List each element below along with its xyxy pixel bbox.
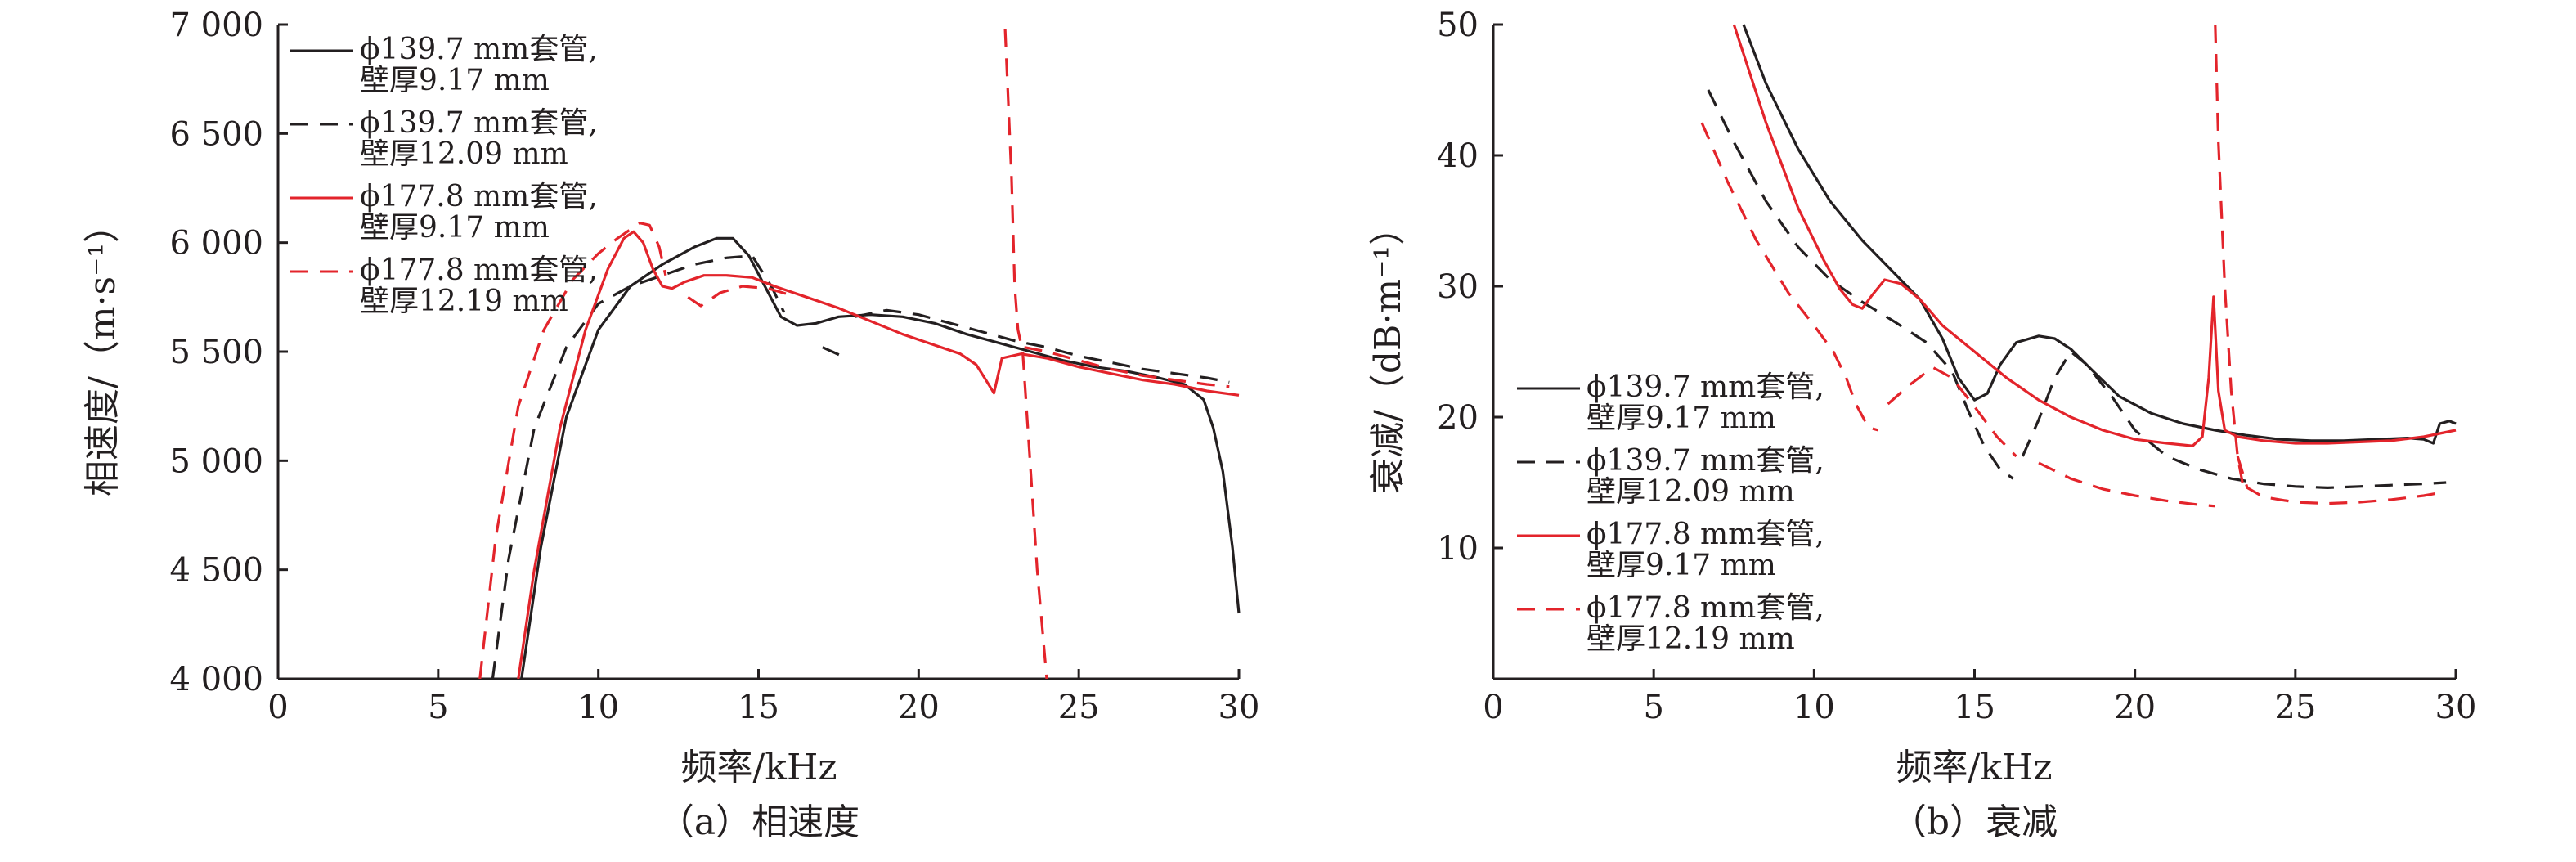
panel-a-series-1-line xyxy=(520,236,1241,679)
panel-a-y-tick-label: 5 000 xyxy=(169,442,263,480)
panel-b-legend-entry-3: ϕ177.8 mm套管, 壁厚9.17 mm xyxy=(1517,518,1824,582)
panel-a-legend-label-3b: 壁厚9.17 mm xyxy=(360,211,550,245)
panel-a-legend-entry-1: ϕ139.7 mm套管, 壁厚9.17 mm xyxy=(290,33,598,97)
panel-a-x-tick-label: 5 xyxy=(428,689,448,726)
panel-a-x-tick-label: 25 xyxy=(1058,689,1100,726)
panel-b-legend-label-3b: 壁厚9.17 mm xyxy=(1586,549,1776,582)
panel-a-legend-entry-4: ϕ177.8 mm套管, 壁厚12.19 mm xyxy=(290,254,598,318)
panel-a-y-axis-title: 相速度/（m·s⁻¹） xyxy=(82,207,123,496)
panel-b-legend-label-2b: 壁厚12.09 mm xyxy=(1586,475,1795,509)
panel-b-legend-label-4a: ϕ177.8 mm套管, xyxy=(1586,591,1824,625)
panel-a-series-2-line-seg-2 xyxy=(822,346,842,357)
panel-a-x-tick-label: 10 xyxy=(577,689,619,726)
panel-b-legend-label-1a: ϕ139.7 mm套管, xyxy=(1586,370,1824,404)
panel-a-legend-label-2b: 壁厚12.09 mm xyxy=(360,137,568,171)
panel-b-y-tick-label: 40 xyxy=(1437,137,1479,175)
panel-b-x-tick-label: 20 xyxy=(2114,689,2156,726)
panel-a-x-axis-title: 频率/kHz xyxy=(680,747,837,788)
panel-b-caption: （b）衰减 xyxy=(1891,801,2058,843)
panel-a-series-4-line-seg-1 xyxy=(478,222,667,679)
panel-a-y-tick-label: 6 500 xyxy=(169,115,263,153)
panel-b-legend-label-2a: ϕ139.7 mm套管, xyxy=(1586,444,1824,478)
panel-a-x-tick-label: 30 xyxy=(1218,689,1260,726)
panel-a-series-2-line-seg-3 xyxy=(854,308,1230,384)
panel-b-legend: ϕ139.7 mm套管, 壁厚9.17 mm ϕ139.7 mm套管, 壁厚12… xyxy=(1517,370,1824,656)
panel-b-x-tick-label: 10 xyxy=(1793,689,1835,726)
panel-b-series-4-line-seg-4 xyxy=(2214,24,2244,483)
panel-b-x-axis-title: 频率/kHz xyxy=(1896,747,2052,788)
panel-b-series xyxy=(1700,24,2457,508)
panel-a-legend-entry-3: ϕ177.8 mm套管, 壁厚9.17 mm xyxy=(290,180,598,245)
panel-a-legend-entry-2: ϕ139.7 mm套管, 壁厚12.09 mm xyxy=(290,106,598,171)
panel-a-x-tick-label: 20 xyxy=(898,689,940,726)
panel-a-y-tick-label: 4 000 xyxy=(169,661,263,698)
panel-a-legend: ϕ139.7 mm套管, 壁厚9.17 mm ϕ139.7 mm套管, 壁厚12… xyxy=(290,33,598,318)
panel-a-series-3-line xyxy=(517,230,1240,679)
panel-a-phase-velocity: 0 5 10 15 20 25 30 4 000 4 500 5 000 5 500 6 000 6 5… xyxy=(82,7,1259,843)
panel-a-y-tick-label: 7 000 xyxy=(169,7,263,44)
panel-a-legend-label-1a: ϕ139.7 mm套管, xyxy=(360,33,598,66)
panel-b-x-tick-label: 0 xyxy=(1483,689,1503,726)
panel-b-legend-entry-2: ϕ139.7 mm套管, 壁厚12.09 mm xyxy=(1517,444,1824,509)
panel-b-y-axis-title: 衰减/（dB·m⁻¹） xyxy=(1367,209,1409,494)
panel-b-x-tick-label: 15 xyxy=(1954,689,1995,726)
panel-b-x-tick-label: 30 xyxy=(2435,689,2477,726)
panel-a-series-4-line-seg-2 xyxy=(687,285,792,308)
panel-a-series xyxy=(478,29,1241,679)
panel-b-y-tick-label: 50 xyxy=(1437,7,1479,44)
panel-a-legend-label-4b: 壁厚12.19 mm xyxy=(360,285,568,318)
panel-a-legend-label-3a: ϕ177.8 mm套管, xyxy=(360,180,598,213)
panel-b-y-tick-label: 30 xyxy=(1437,268,1479,306)
panel-b-attenuation: 0 5 10 15 20 25 30 10 20 30 40 50 衰减/（dB·m⁻¹） 频率/kH… xyxy=(1367,7,2476,843)
panel-b-series-4-line-seg-3 xyxy=(2038,461,2215,508)
panel-a-series-4-line-seg-3 xyxy=(1003,29,1025,352)
panel-b-legend-entry-1: ϕ139.7 mm套管, 壁厚9.17 mm xyxy=(1517,370,1824,435)
panel-b-series-4-line-seg-2 xyxy=(1887,366,2017,458)
panel-a-ticks: 0 5 10 15 20 25 30 4 000 4 500 5 000 5 500 6 000 6 5… xyxy=(169,7,1259,726)
panel-b-series-2-line-seg-2 xyxy=(2021,350,2447,490)
panel-a-caption: （a）相速度 xyxy=(658,801,859,843)
panel-a-series-2-line-seg-1 xyxy=(491,254,786,679)
panel-b-legend-label-3a: ϕ177.8 mm套管, xyxy=(1586,518,1824,551)
panel-b-x-tick-label: 5 xyxy=(1643,689,1663,726)
panel-b-legend-label-4b: 壁厚12.19 mm xyxy=(1586,622,1795,656)
panel-a-legend-label-2a: ϕ139.7 mm套管, xyxy=(360,106,598,140)
panel-a-y-tick-label: 6 000 xyxy=(169,225,263,263)
panel-a-series-4-line-seg-4 xyxy=(1021,351,1048,679)
panel-b-series-4-line-seg-1 xyxy=(1700,122,1879,432)
panel-a-y-tick-label: 5 500 xyxy=(169,334,263,371)
panel-a-x-tick-label: 0 xyxy=(267,689,288,726)
panel-b-y-tick-label: 10 xyxy=(1437,530,1479,568)
panel-b-ticks: 0 5 10 15 20 25 30 10 20 30 40 50 xyxy=(1437,7,2476,726)
panel-a-legend-label-4a: ϕ177.8 mm套管, xyxy=(360,254,598,287)
panel-b-plot-area xyxy=(1700,24,2457,508)
panel-b-legend-entry-4: ϕ177.8 mm套管, 壁厚12.19 mm xyxy=(1517,591,1824,656)
panel-a-plot-area xyxy=(478,29,1241,679)
panel-b-series-3-line xyxy=(1732,24,2457,447)
panel-b-y-tick-label: 20 xyxy=(1437,399,1479,437)
panel-a-series-4-line-seg-5 xyxy=(1024,346,1230,388)
panel-a-y-tick-label: 4 500 xyxy=(169,552,263,590)
panel-b-series-4-line-seg-5 xyxy=(2236,456,2447,505)
panel-a-legend-label-1b: 壁厚9.17 mm xyxy=(360,64,550,97)
panel-b-legend-label-1b: 壁厚9.17 mm xyxy=(1586,402,1776,435)
panel-b-series-2-line-seg-1 xyxy=(1707,89,2014,480)
panel-b-x-tick-label: 25 xyxy=(2274,689,2316,726)
panel-a-x-tick-label: 15 xyxy=(738,689,779,726)
